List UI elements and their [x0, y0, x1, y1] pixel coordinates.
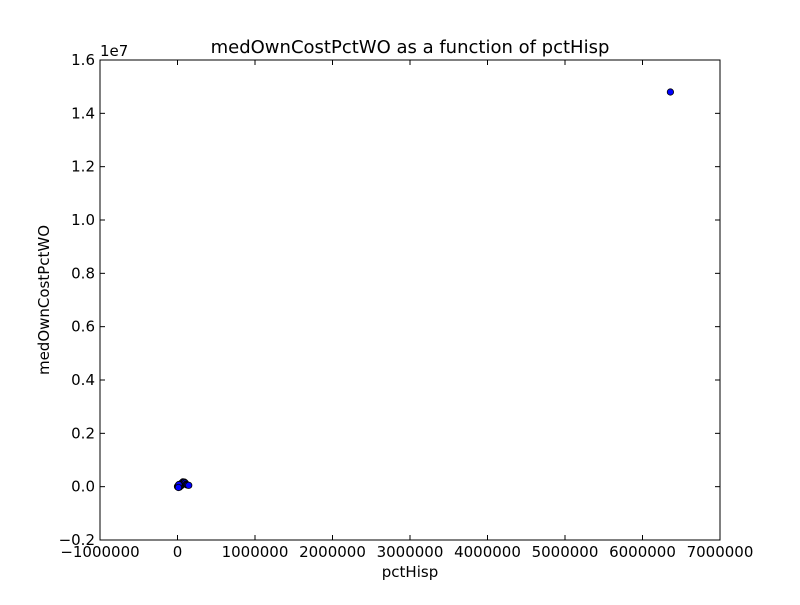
y-tick-label: 0.8 [71, 264, 95, 282]
y-tick-label: 0.4 [71, 371, 95, 389]
x-tick-label: 0 [173, 543, 183, 561]
y-tick-label: 1.6 [71, 51, 95, 69]
y-tick-label: 0.2 [71, 424, 95, 442]
x-tick-label: 7000000 [687, 543, 754, 561]
plot-area-frame [99, 59, 721, 541]
y-tick-label: 0.0 [71, 478, 95, 496]
chart-title: medOwnCostPctWO as a function of pctHisp [211, 37, 610, 58]
y-axis-offset-label: 1e7 [100, 42, 128, 60]
y-tick-label: 0.6 [71, 318, 95, 336]
x-tick-label: 5000000 [532, 543, 599, 561]
y-axis-label: medOwnCostPctWO [35, 225, 53, 375]
scatter-point [185, 481, 193, 489]
x-tick-label: 4000000 [454, 543, 521, 561]
ticks-layer: −1000000 0 1000000 2000000 3000000 4000000 500… [59, 51, 754, 561]
points-layer [173, 88, 675, 492]
x-tick-label: 3000000 [377, 543, 444, 561]
y-tick-label: 1.4 [71, 104, 95, 122]
x-tick-label: −1000000 [60, 543, 139, 561]
y-tick-label: 1.2 [71, 158, 95, 176]
x-tick-label: 6000000 [609, 543, 676, 561]
x-axis-label: pctHisp [382, 563, 438, 581]
scatter-point [174, 483, 183, 492]
scatter-point [666, 88, 675, 96]
y-tick-label: 1.0 [71, 211, 95, 229]
x-tick-label: 1000000 [222, 543, 289, 561]
x-tick-label: 2000000 [299, 543, 366, 561]
y-tick-label: −0.2 [59, 531, 95, 549]
